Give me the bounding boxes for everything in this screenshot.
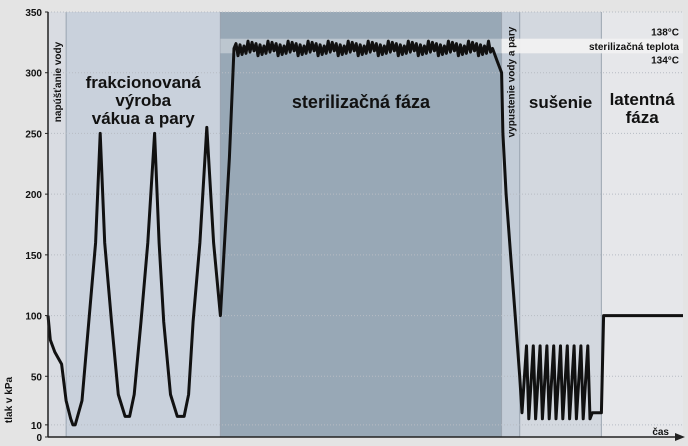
series-group	[46, 39, 683, 427]
y-axis-label: tlak v kPa	[4, 376, 15, 423]
y-tick-label: 200	[25, 190, 42, 201]
phase-label-4: sušenie	[529, 93, 592, 112]
temperature-band-rect	[501, 38, 683, 54]
y-tick-label: 100	[25, 312, 42, 323]
y-tick-label: 150	[25, 251, 42, 262]
temp-upper-label: 138°C	[651, 28, 679, 39]
phase-band-5	[601, 12, 683, 437]
phase-band-0	[48, 12, 67, 437]
temp-middle-label: sterilizačná teplota	[589, 42, 679, 53]
phase-band-2	[220, 12, 502, 437]
phase-labels: napúšťanie vody frakcionovaná výroba vákua …	[53, 26, 675, 137]
phase-band-1	[66, 12, 221, 437]
y-tick-label: 10	[31, 421, 43, 432]
phase-label-1: frakcionovaná výroba vákua a pary	[86, 73, 202, 128]
phase-label-2: sterilizačná fáza	[292, 92, 431, 112]
phase-label-5: latentná fáza	[610, 90, 676, 127]
y-tick-label: 350	[25, 8, 42, 19]
phase-label-3: vypustenie vody a pary	[507, 26, 518, 137]
temp-lower-label: 134°C	[651, 55, 679, 66]
y-tick-label: 50	[31, 372, 43, 383]
y-tick-label: 300	[25, 69, 42, 80]
series-line-0	[46, 39, 683, 427]
x-axis-arrow	[675, 433, 685, 441]
phase-label-0: napúšťanie vody	[53, 41, 64, 122]
y-tick-label: 0	[36, 433, 42, 444]
y-tick-label: 250	[25, 129, 42, 140]
x-axis-label: čas	[652, 427, 669, 438]
axes: 010 50 100 150 200 250 300 350 tlak v kPa čas	[4, 8, 685, 444]
